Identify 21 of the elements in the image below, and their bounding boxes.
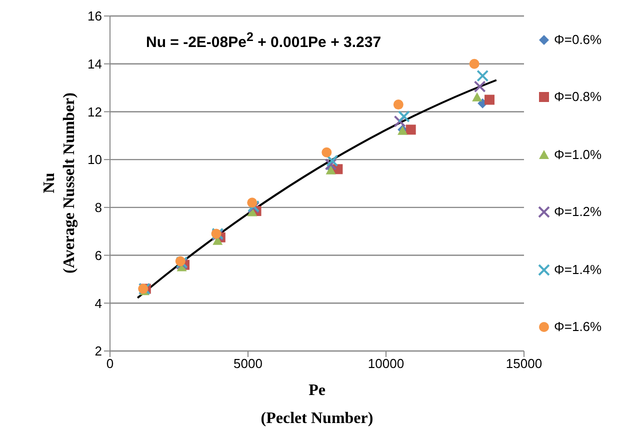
legend-label: Φ=1.6%: [554, 318, 602, 334]
x-tick-label: 5000: [234, 356, 262, 372]
y-tick-label: 2: [94, 344, 102, 359]
y-tick-label: 14: [88, 56, 102, 72]
x-tick-label: 10000: [368, 356, 404, 372]
legend-label: Φ=0.8%: [554, 89, 602, 104]
legend-label: Φ=1.2%: [554, 204, 602, 220]
x-tick-label: 15000: [506, 356, 542, 372]
y-tick-label: 4: [94, 296, 102, 311]
y-tick-label: 10: [88, 152, 102, 168]
y-tick-label: 6: [94, 248, 102, 263]
x-tick-label: 0: [106, 356, 114, 372]
legend-label: Φ=1.4%: [554, 262, 602, 277]
x-axis-title: Pe (Peclet Number): [260, 382, 374, 428]
annotation: Nu = -2E-08Pe$^{2}$ + 0.001Pe + 3.237: [146, 30, 382, 51]
y-tick-label: 8: [94, 200, 102, 216]
y-tick-label: 12: [88, 104, 102, 120]
legend-label: Φ=0.6%: [554, 32, 602, 47]
legend-label: Φ=1.0%: [554, 146, 602, 162]
y-axis-title: Nu (Average Nusselt Number): [40, 92, 79, 276]
y-tick-label: 16: [88, 8, 102, 24]
